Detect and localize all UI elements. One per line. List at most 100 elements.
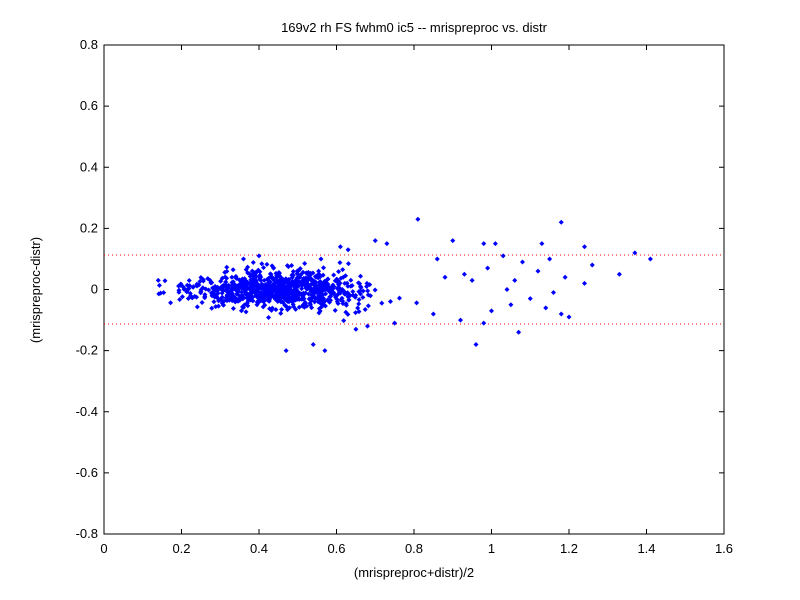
x-tick-label: 1.2: [560, 541, 578, 556]
data-point: [342, 291, 348, 297]
data-point: [285, 288, 291, 294]
data-point: [245, 298, 251, 304]
data-point: [512, 277, 518, 283]
x-axis-ticks: 0 0.2 0.4 0.6 0.8 1 1.2 1.4 1.6: [100, 45, 733, 556]
data-point: [184, 282, 190, 288]
data-point: [309, 281, 315, 287]
x-tick-label: 0.8: [405, 541, 423, 556]
data-point: [229, 280, 235, 286]
data-point: [158, 290, 164, 296]
data-point: [539, 241, 545, 247]
data-point: [358, 285, 364, 291]
data-point: [215, 303, 221, 309]
data-point: [212, 287, 218, 293]
data-point: [543, 305, 549, 311]
data-point: [364, 283, 370, 289]
data-point: [331, 272, 337, 278]
plot-area: [103, 44, 725, 535]
chart-title: 169v2 rh FS fwhm0 ic5 -- mrispreproc vs.…: [281, 20, 548, 35]
data-point: [616, 271, 622, 277]
data-point: [222, 269, 228, 275]
data-point: [253, 293, 259, 299]
data-point: [481, 320, 487, 326]
data-point: [254, 302, 260, 308]
data-point: [218, 278, 224, 284]
data-points: [155, 216, 653, 354]
data-point: [520, 259, 525, 265]
data-point: [289, 262, 295, 268]
data-point: [243, 291, 249, 297]
data-point: [247, 271, 253, 277]
data-point: [342, 280, 348, 286]
data-point: [535, 268, 541, 274]
data-point: [226, 285, 232, 291]
data-point: [293, 284, 299, 290]
data-point: [177, 297, 183, 303]
data-point: [566, 314, 572, 320]
data-point: [341, 318, 347, 324]
data-point: [348, 277, 354, 283]
data-point: [308, 278, 314, 284]
data-point: [335, 279, 341, 285]
data-point: [211, 299, 217, 305]
data-point: [335, 291, 341, 297]
data-point: [485, 265, 491, 271]
x-tick-label: 1.6: [715, 541, 733, 556]
data-point: [309, 305, 315, 311]
data-point: [500, 253, 506, 259]
x-tick-label: 1: [488, 541, 495, 556]
data-point: [372, 238, 378, 244]
data-point: [198, 290, 204, 296]
data-point: [317, 297, 323, 303]
data-point: [300, 269, 306, 275]
data-point: [261, 265, 267, 271]
data-point: [220, 302, 226, 308]
data-point: [283, 277, 289, 283]
data-point: [290, 302, 296, 308]
data-point: [297, 274, 303, 280]
data-point: [261, 285, 267, 291]
data-point: [558, 311, 564, 317]
data-point: [254, 299, 260, 305]
data-point: [234, 283, 240, 289]
data-point: [647, 256, 653, 262]
data-point: [185, 295, 191, 301]
data-point: [562, 274, 568, 280]
data-point: [337, 244, 343, 250]
data-point: [261, 283, 267, 289]
y-tick-label: -0.2: [76, 343, 98, 358]
data-point: [179, 294, 185, 300]
data-point: [275, 287, 281, 293]
data-point: [589, 262, 595, 268]
data-point: [325, 276, 331, 282]
data-point: [312, 273, 318, 279]
data-point: [245, 264, 251, 270]
data-point: [190, 284, 196, 290]
data-point: [210, 292, 216, 298]
data-point: [527, 296, 533, 302]
data-point: [317, 292, 323, 298]
data-point: [329, 285, 335, 291]
data-point: [271, 265, 277, 271]
data-point: [216, 298, 222, 304]
data-point: [365, 288, 371, 294]
data-point: [219, 294, 225, 300]
data-point: [199, 299, 205, 305]
data-point: [430, 311, 436, 317]
y-tick-label: 0.8: [80, 37, 98, 52]
data-point: [294, 268, 300, 274]
data-point: [357, 288, 363, 294]
data-point: [261, 277, 267, 283]
data-point: [224, 275, 230, 281]
y-tick-label: 0: [91, 282, 98, 297]
data-point: [340, 301, 346, 307]
data-point: [256, 253, 262, 259]
data-point: [234, 297, 240, 303]
data-point: [317, 282, 323, 288]
data-point: [334, 299, 340, 305]
data-point: [355, 305, 361, 311]
data-point: [343, 309, 349, 315]
data-point: [345, 261, 351, 267]
data-point: [278, 298, 284, 304]
y-axis-label: (mrispreproc-distr): [28, 237, 43, 343]
